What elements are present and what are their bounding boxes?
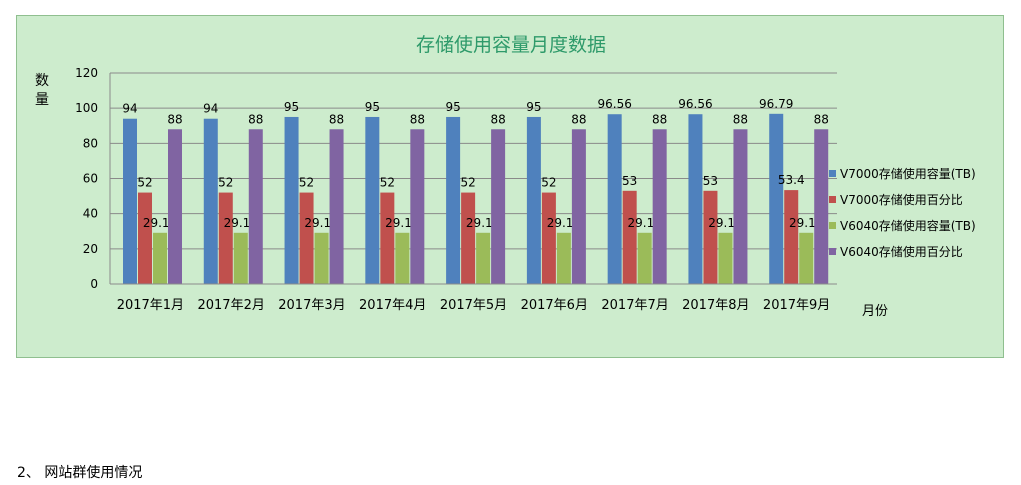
bar-chart: 020406080100120945229.12882017年1月945229.…: [75, 66, 837, 313]
data-label: 95: [284, 100, 299, 114]
x-axis-label: 月份: [862, 304, 889, 319]
bar: [395, 232, 410, 284]
bar: [476, 232, 491, 284]
chart-panel: 0 20 40 60 80 100 120 94 52 29.12 88 2017年1月 94 52 29.…: [16, 15, 1004, 358]
bar: [607, 114, 622, 284]
bar: [461, 192, 476, 284]
data-label: 52: [137, 176, 152, 190]
x-tick-label: 2017年3月: [278, 298, 345, 313]
data-label: 53: [703, 174, 718, 188]
x-tick-label: 2017年8月: [682, 298, 749, 313]
x-tick-label: 2017年4月: [359, 298, 426, 313]
x-tick-label: 2017年1月: [117, 298, 184, 313]
bar: [526, 116, 541, 284]
y-axis-label: 数量: [35, 73, 49, 108]
bar: [622, 190, 637, 284]
bar: [203, 118, 218, 284]
x-tick-label: 2017年5月: [440, 298, 507, 313]
legend-label: V6040存储使用百分比: [840, 244, 963, 259]
bar: [153, 232, 167, 284]
section-heading: 2、 网站群使用情况: [17, 465, 143, 481]
legend-item: V6040存储使用百分比: [829, 238, 976, 264]
legend-label: V6040存储使用容量(TB): [840, 218, 976, 233]
legend: V7000存储使用容量(TB) V7000存储使用百分比 V6040存储使用容量…: [829, 160, 976, 264]
bar: [703, 190, 718, 284]
legend-item: V6040存储使用容量(TB): [829, 212, 976, 238]
y-tick-label: 60: [83, 172, 98, 186]
bar: [314, 232, 329, 284]
data-label: 88: [571, 112, 586, 126]
data-label: 95: [445, 100, 460, 114]
legend-label: V7000存储使用百分比: [840, 192, 963, 207]
bar: [233, 232, 248, 284]
y-tick-label: 0: [90, 277, 98, 291]
x-tick-label: 2017年2月: [197, 298, 264, 313]
data-label: 88: [652, 112, 667, 126]
bar: [380, 192, 395, 284]
bar: [138, 192, 152, 284]
legend-swatch: [829, 195, 836, 203]
legend-item: V7000存储使用百分比: [829, 186, 976, 212]
data-label: 96.56: [597, 97, 631, 111]
bar: [410, 129, 425, 284]
legend-swatch: [829, 221, 836, 229]
bar: [571, 129, 586, 284]
bar: [218, 192, 233, 284]
data-label: 96.79: [759, 97, 793, 111]
bar: [168, 129, 182, 284]
bar: [299, 192, 314, 284]
legend-item: V7000存储使用容量(TB): [829, 160, 976, 186]
bar: [637, 232, 652, 284]
bar: [652, 129, 667, 284]
data-label: 96.56: [678, 97, 712, 111]
bar: [541, 192, 556, 284]
x-tick-label: 2017年9月: [763, 298, 830, 313]
bar: [799, 232, 814, 284]
data-label: 88: [248, 112, 263, 126]
data-label: 95: [526, 100, 541, 114]
data-label: 52: [218, 176, 233, 190]
data-label: 52: [299, 176, 314, 190]
data-label: 88: [167, 112, 182, 126]
data-label: 95: [365, 100, 380, 114]
bar: [248, 129, 263, 284]
data-label: 88: [329, 112, 344, 126]
bar: [556, 232, 571, 284]
bar: [329, 129, 344, 284]
data-label: 52: [541, 176, 556, 190]
x-tick-label: 2017年6月: [521, 298, 588, 313]
data-label: 94: [122, 102, 137, 116]
bar: [769, 113, 784, 284]
data-label: 88: [733, 112, 748, 126]
data-label: 52: [380, 176, 395, 190]
y-tick-label: 40: [83, 207, 98, 221]
bar: [784, 190, 799, 284]
bar: [814, 129, 829, 284]
data-label: 88: [410, 112, 425, 126]
legend-swatch: [829, 169, 836, 177]
chart-title: 存储使用容量月度数据: [415, 34, 606, 56]
data-label: 88: [490, 112, 505, 126]
bar: [491, 129, 506, 284]
x-tick-label: 2017年7月: [601, 298, 668, 313]
bar: [123, 118, 137, 284]
bar: [446, 116, 461, 284]
y-tick-label: 100: [75, 101, 98, 115]
bar: [365, 116, 380, 284]
bar: [733, 129, 748, 284]
y-tick-label: 80: [83, 136, 98, 150]
bar: [718, 232, 733, 284]
y-tick-label: 20: [83, 242, 98, 256]
bar: [284, 116, 299, 284]
data-label: 94: [203, 102, 218, 116]
y-tick-label: 120: [75, 66, 98, 80]
data-label: 52: [460, 176, 475, 190]
bar: [688, 114, 703, 284]
data-label: 53: [622, 174, 637, 188]
legend-swatch: [829, 247, 836, 255]
data-label: 53.4: [778, 173, 805, 187]
data-label: 88: [814, 112, 829, 126]
legend-label: V7000存储使用容量(TB): [840, 166, 976, 181]
